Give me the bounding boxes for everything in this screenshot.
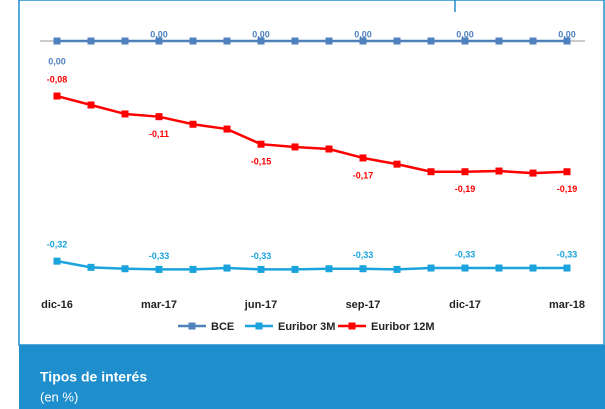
point-marker — [529, 169, 537, 177]
point-marker — [495, 37, 503, 45]
point-marker — [325, 145, 333, 153]
series-line — [56, 259, 567, 271]
point-marker — [325, 265, 333, 273]
point-marker — [257, 37, 265, 45]
point-marker — [359, 154, 367, 162]
point-marker — [189, 265, 197, 273]
point-marker — [87, 101, 95, 109]
value-label: -0,15 — [251, 157, 272, 167]
point-marker — [495, 167, 503, 175]
value-label: -0,17 — [353, 170, 374, 180]
point-marker — [563, 168, 571, 176]
point-marker — [461, 37, 469, 45]
point-marker — [393, 160, 401, 168]
value-label: 0,00 — [252, 29, 270, 39]
value-label: -0,11 — [149, 129, 169, 139]
point-marker — [495, 264, 503, 272]
point-marker — [291, 265, 299, 273]
value-label: -0,32 — [47, 240, 68, 250]
point-marker — [189, 37, 197, 45]
value-label: 0,00 — [48, 56, 66, 66]
point-marker — [189, 120, 197, 128]
value-label: -0,33 — [251, 251, 272, 261]
legend-marker — [188, 322, 196, 330]
point-marker — [461, 264, 469, 272]
value-label: -0,19 — [455, 184, 476, 194]
value-label: 0,00 — [558, 29, 576, 39]
legend-label: BCE — [211, 321, 234, 333]
legend-marker — [348, 322, 356, 330]
point-marker — [223, 37, 231, 45]
x-tick-label: dic-16 — [41, 299, 73, 311]
point-marker — [359, 265, 367, 273]
x-tick-label: dic-17 — [449, 299, 481, 311]
point-marker — [155, 113, 163, 121]
point-marker — [223, 125, 231, 133]
x-tick-label: mar-17 — [141, 299, 177, 311]
legend-marker — [255, 322, 263, 330]
point-marker — [393, 37, 401, 45]
point-marker — [529, 264, 537, 272]
point-marker — [155, 37, 163, 45]
point-marker — [427, 168, 435, 176]
point-marker — [121, 37, 129, 45]
point-marker — [529, 37, 537, 45]
point-marker — [257, 140, 265, 148]
point-marker — [563, 37, 571, 45]
value-label: -0,19 — [557, 184, 578, 194]
value-label: -0,33 — [149, 251, 170, 261]
value-label: 0,00 — [150, 29, 168, 39]
value-label: 0,00 — [354, 29, 372, 39]
point-marker — [325, 37, 333, 45]
series-line — [56, 94, 568, 175]
point-marker — [461, 168, 469, 176]
legend-label: Euribor 3M — [278, 321, 335, 333]
point-marker — [427, 37, 435, 45]
x-tick-label: mar-18 — [549, 299, 585, 311]
point-marker — [87, 37, 95, 45]
chart-title: Tipos de interés — [40, 369, 147, 385]
point-marker — [155, 265, 163, 273]
point-marker — [121, 265, 129, 273]
x-tick-label: sep-17 — [346, 299, 381, 311]
point-marker — [121, 110, 129, 118]
x-tick-label: jun-17 — [244, 299, 277, 311]
point-marker — [53, 92, 61, 100]
value-label: -0,33 — [557, 249, 578, 259]
point-marker — [393, 265, 401, 273]
caption-panel — [19, 345, 605, 409]
point-marker — [257, 265, 265, 273]
point-marker — [291, 143, 299, 151]
point-marker — [87, 263, 95, 271]
point-marker — [427, 264, 435, 272]
point-marker — [53, 37, 61, 45]
point-marker — [53, 257, 61, 265]
value-label: -0,33 — [353, 250, 374, 260]
point-marker — [563, 264, 571, 272]
point-marker — [359, 37, 367, 45]
legend-label: Euribor 12M — [371, 321, 435, 333]
value-label: 0,00 — [456, 29, 474, 39]
point-marker — [291, 37, 299, 45]
value-label: -0,08 — [47, 74, 68, 84]
chart-subtitle: (en %) — [40, 389, 78, 404]
point-marker — [223, 264, 231, 272]
value-label: -0,33 — [455, 249, 476, 259]
